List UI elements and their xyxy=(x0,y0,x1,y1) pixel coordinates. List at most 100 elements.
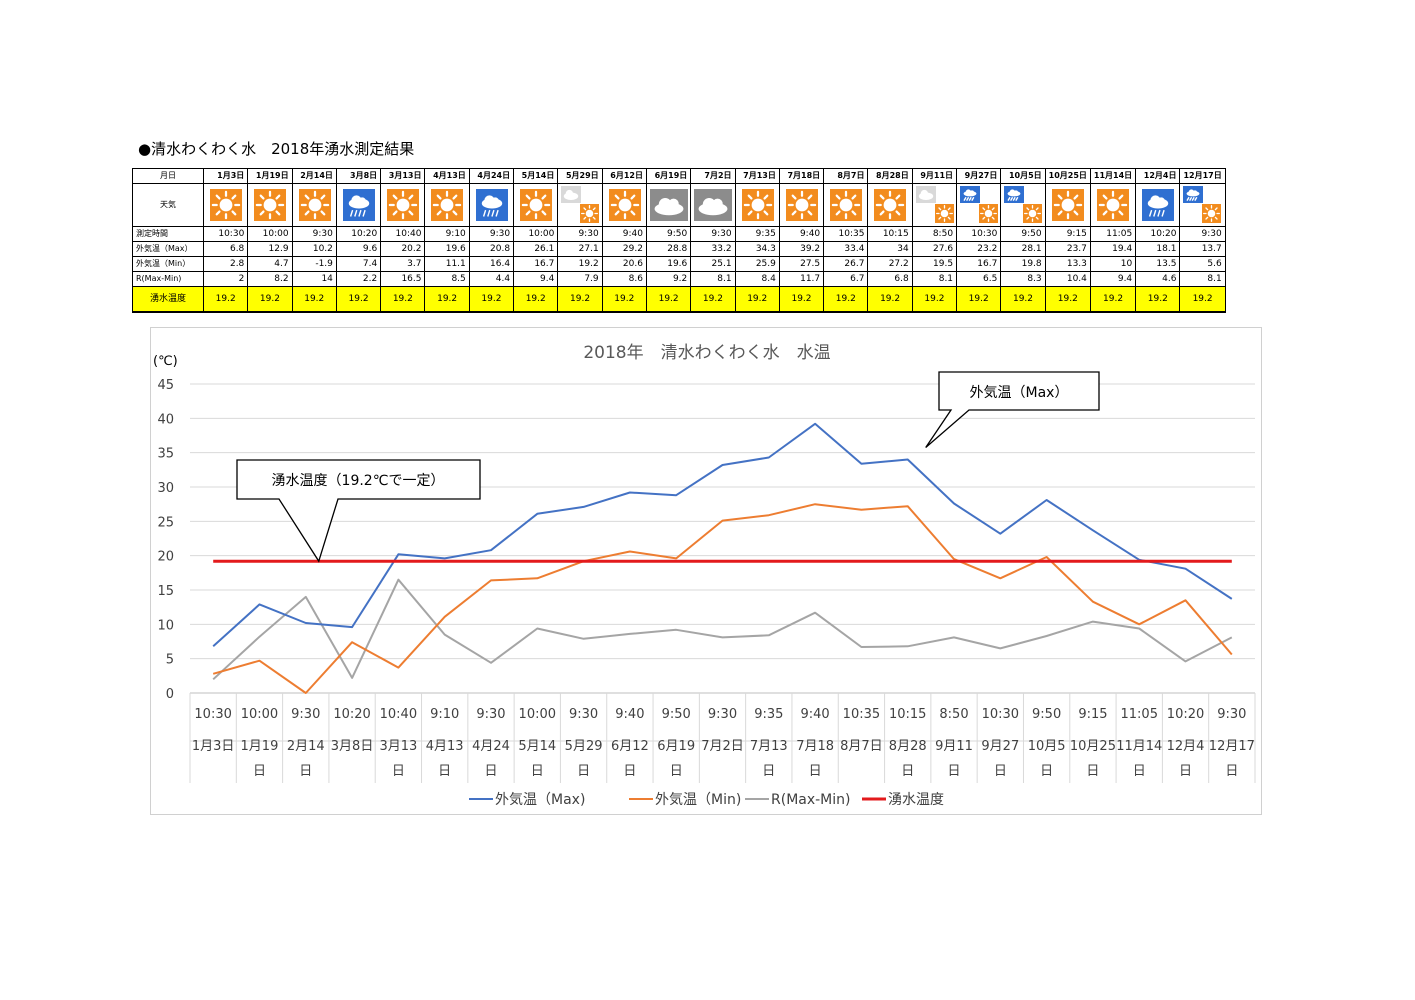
x-tick-date: 5月29 xyxy=(565,739,603,754)
min-cell: 13.5 xyxy=(1135,256,1181,272)
spring-cell: 19.2 xyxy=(911,286,958,313)
time-cell: 10:00 xyxy=(247,226,293,242)
date-cell: 5月29日 xyxy=(557,168,603,184)
x-tick-date-suffix: 日 xyxy=(1225,764,1238,779)
sun-icon xyxy=(741,189,774,221)
y-tick-label: 20 xyxy=(157,550,174,565)
range-cell: 2.2 xyxy=(335,271,382,287)
x-tick-date: 2月14 xyxy=(287,739,325,754)
max-cell: 23.2 xyxy=(956,241,1002,257)
max-cell: 33.2 xyxy=(690,241,736,257)
spring-cell: 19.2 xyxy=(1044,286,1091,313)
y-tick-label: 10 xyxy=(157,618,174,633)
time-cell: 8:50 xyxy=(911,226,958,242)
range-cell: 9.2 xyxy=(645,271,692,287)
weather-cell xyxy=(380,183,426,227)
date-cell: 10月5日 xyxy=(1000,168,1046,184)
x-tick-date-suffix: 日 xyxy=(1179,764,1192,779)
x-tick-time: 10:20 xyxy=(1167,707,1204,722)
page-title: ●清水わくわく水 2018年湧水測定結果 xyxy=(138,140,415,158)
weather-cell xyxy=(424,183,470,227)
range-cell: 8.2 xyxy=(247,271,293,287)
weather-cell xyxy=(1000,183,1046,227)
x-tick-date-suffix: 日 xyxy=(1040,764,1053,779)
chart-title: 2018年 清水わくわく水 水温 xyxy=(583,343,830,363)
x-tick-date: 10月25 xyxy=(1070,739,1116,754)
weather-cell xyxy=(823,183,869,227)
max-cell: 33.4 xyxy=(823,241,869,257)
x-tick-date: 1月3日 xyxy=(192,739,235,754)
sun-icon xyxy=(1023,204,1043,223)
max-cell: 39.2 xyxy=(778,241,825,257)
time-cell: 9:50 xyxy=(1000,226,1046,242)
range-cell: 8.1 xyxy=(690,271,736,287)
x-tick-date-suffix: 日 xyxy=(531,764,544,779)
y-axis-unit: (℃) xyxy=(153,354,178,369)
x-tick-date-suffix: 日 xyxy=(1086,764,1099,779)
sun-icon xyxy=(520,189,553,221)
x-tick-date-suffix: 日 xyxy=(994,764,1007,779)
date-cell: 3月13日 xyxy=(380,168,426,184)
time-cell: 10:35 xyxy=(823,226,869,242)
row-label-date: 月日 xyxy=(132,168,204,184)
range-cell: 6.7 xyxy=(823,271,869,287)
sun-icon xyxy=(298,189,331,221)
x-tick-date: 12月17 xyxy=(1209,739,1255,754)
x-tick-date: 5月14 xyxy=(518,739,556,754)
x-tick-time: 9:30 xyxy=(1217,707,1246,722)
max-cell: 19.4 xyxy=(1089,241,1137,257)
x-tick-date-suffix: 日 xyxy=(253,764,266,779)
table-row-max: 外気温（Max） 6.8 12.9 10.2 9.6 20.2 19.6 20.8 26.1 2… xyxy=(132,241,1226,257)
sun-icon xyxy=(979,204,999,223)
range-cell: 8.4 xyxy=(734,271,780,287)
x-tick-time: 9:50 xyxy=(1032,707,1061,722)
min-cell: 10 xyxy=(1089,256,1137,272)
x-tick-date-suffix: 日 xyxy=(392,764,405,779)
date-cell: 9月27日 xyxy=(956,168,1002,184)
y-tick-label: 45 xyxy=(157,378,174,393)
series-line-0 xyxy=(212,422,1233,648)
sun-icon xyxy=(580,204,600,223)
max-cell: 19.6 xyxy=(424,241,470,257)
legend-label: R(Max-Min) xyxy=(771,792,851,808)
x-tick-date-suffix: 日 xyxy=(1133,764,1146,779)
weather-cell xyxy=(911,183,958,227)
x-tick-date: 9月27 xyxy=(981,739,1019,754)
sun-icon xyxy=(830,189,863,221)
date-cell: 4月13日 xyxy=(424,168,470,184)
cloud-icon xyxy=(915,186,936,203)
min-cell: 16.4 xyxy=(468,256,515,272)
date-cell: 7月2日 xyxy=(690,168,736,184)
weather-cell xyxy=(867,183,913,227)
x-tick-time: 9:40 xyxy=(615,707,644,722)
date-cell: 3月8日 xyxy=(335,168,382,184)
min-cell: 19.8 xyxy=(1000,256,1046,272)
range-cell: 16.5 xyxy=(380,271,426,287)
min-cell: 16.7 xyxy=(956,256,1002,272)
x-tick-date: 7月18 xyxy=(796,739,834,754)
spring-cell: 19.2 xyxy=(734,286,780,313)
chart-frame: 2018年 清水わくわく水 水温 (℃) 0 5 10 15 20 25 30 35 40 45 1… xyxy=(150,327,1262,815)
spring-cell: 19.2 xyxy=(291,286,337,313)
max-cell: 34.3 xyxy=(734,241,780,257)
y-tick-label: 40 xyxy=(157,412,174,427)
range-cell: 6.8 xyxy=(867,271,913,287)
date-cell: 8月28日 xyxy=(867,168,913,184)
spring-cell: 19.2 xyxy=(690,286,736,313)
date-cell: 7月13日 xyxy=(734,168,780,184)
max-cell: 20.2 xyxy=(380,241,426,257)
weather-cell xyxy=(778,183,825,227)
range-cell: 8.6 xyxy=(601,271,647,287)
weather-cell xyxy=(734,183,780,227)
date-cell: 12月4日 xyxy=(1135,168,1181,184)
time-cell: 9:40 xyxy=(778,226,825,242)
spring-cell: 19.2 xyxy=(601,286,647,313)
time-cell: 11:05 xyxy=(1089,226,1137,242)
max-cell: 12.9 xyxy=(247,241,293,257)
x-tick-date: 8月28 xyxy=(889,739,927,754)
x-tick-time: 10:30 xyxy=(982,707,1019,722)
spring-cell: 19.2 xyxy=(557,286,603,313)
weather-cell xyxy=(1044,183,1091,227)
range-cell: 8.5 xyxy=(424,271,470,287)
measurement-table: 月日 1月3日 1月19日 2月14日 3月8日 3月13日 4月13日 4月24日 5月14… xyxy=(132,168,1226,313)
